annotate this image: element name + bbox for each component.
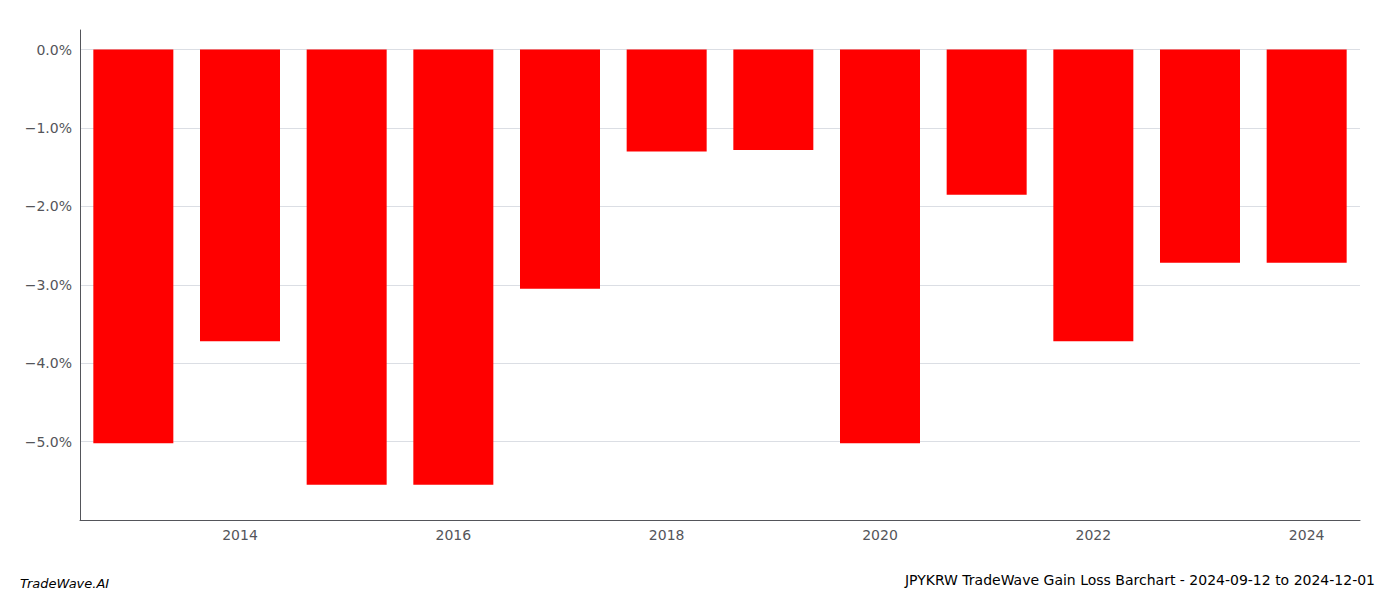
svg-text:2018: 2018 [649,527,685,543]
svg-text:−2.0%: −2.0% [25,198,72,214]
svg-text:−4.0%: −4.0% [25,355,72,371]
svg-text:2014: 2014 [222,527,258,543]
svg-text:2022: 2022 [1076,527,1112,543]
svg-text:−3.0%: −3.0% [25,277,72,293]
svg-text:2016: 2016 [436,527,472,543]
svg-text:−5.0%: −5.0% [25,434,72,450]
svg-text:−1.0%: −1.0% [25,120,72,136]
svg-text:2020: 2020 [862,527,898,543]
svg-text:JPYKRW TradeWave Gain Loss Bar: JPYKRW TradeWave Gain Loss Barchart - 20… [904,572,1375,588]
svg-text:TradeWave.AI: TradeWave.AI [20,576,109,591]
svg-text:0.0%: 0.0% [36,42,72,58]
svg-text:2024: 2024 [1289,527,1325,543]
